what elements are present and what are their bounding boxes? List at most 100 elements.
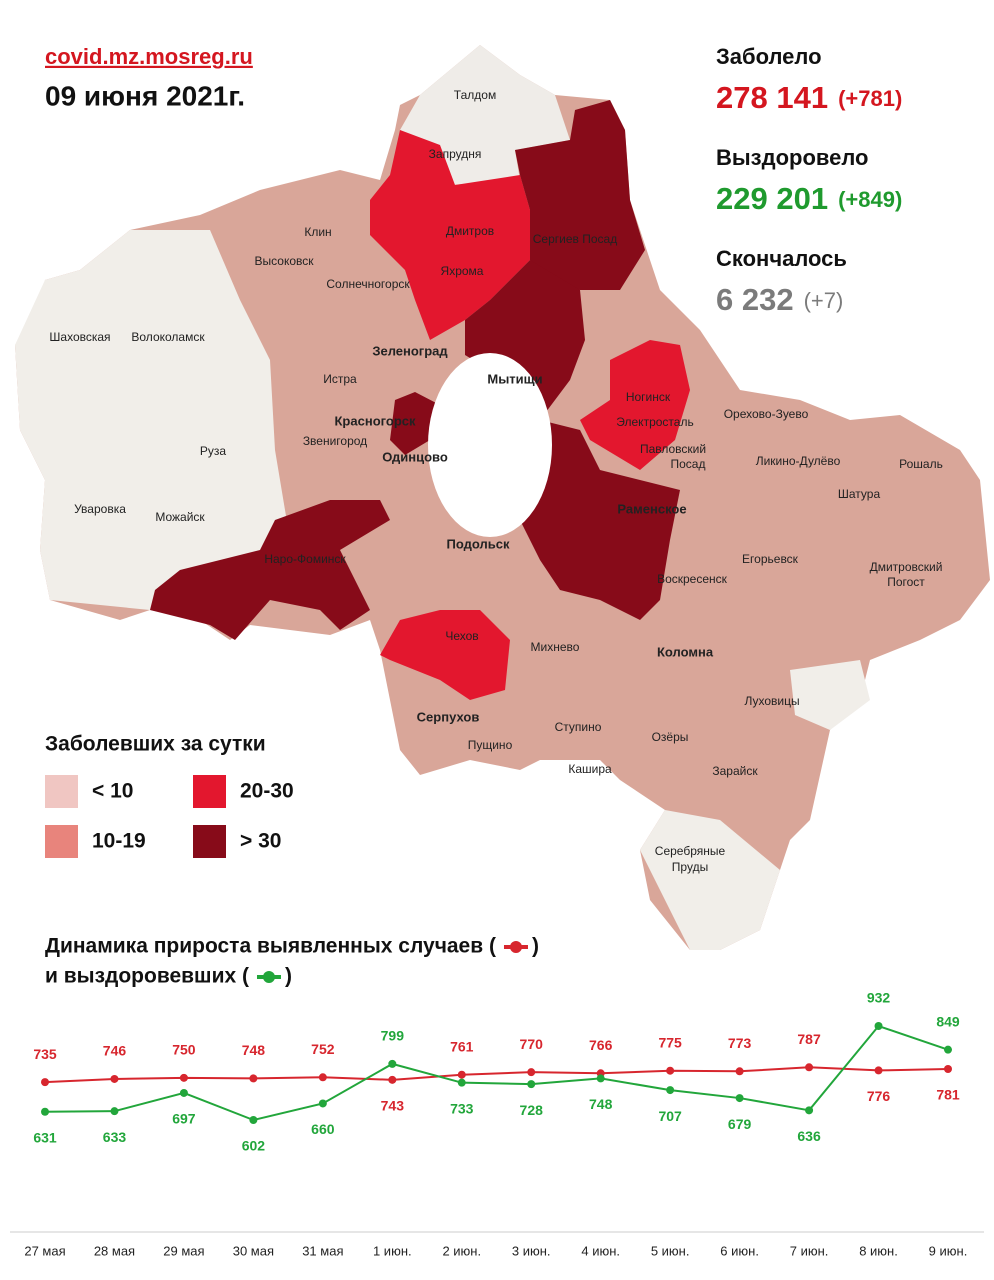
x-tick-label: 8 июн.: [859, 1243, 898, 1258]
data-label: 636: [797, 1128, 821, 1144]
stat-label: Заболело: [716, 44, 822, 69]
stat-label: Выздоровело: [716, 145, 869, 170]
map-label: Егорьевск: [742, 552, 799, 566]
map-label: Погост: [887, 575, 925, 589]
data-label: 728: [520, 1102, 544, 1118]
legend-swatch: [193, 825, 226, 858]
data-label: 775: [658, 1034, 682, 1050]
map-label: Раменское: [617, 501, 686, 516]
region-light: [640, 810, 780, 950]
stat-delta: (+849): [838, 187, 902, 212]
map-label: Ступино: [555, 720, 602, 734]
map-label: Запрудня: [429, 147, 482, 161]
map-label: Ногинск: [626, 390, 671, 404]
point: [388, 1059, 397, 1068]
legend-swatch: [45, 825, 78, 858]
data-label: 776: [867, 1088, 891, 1104]
map-label: Зеленоград: [372, 343, 448, 358]
map-label: Волоколамск: [131, 330, 205, 344]
data-label: 752: [311, 1041, 335, 1057]
region-red: [580, 340, 690, 470]
region-light: [15, 230, 290, 610]
data-label: 750: [172, 1042, 196, 1058]
data-label: 733: [450, 1100, 474, 1116]
data-label: 631: [33, 1129, 57, 1145]
x-tick-label: 27 мая: [24, 1243, 65, 1258]
point: [41, 1078, 49, 1087]
point: [874, 1022, 883, 1030]
data-label: 746: [103, 1043, 127, 1059]
map-label: Истра: [323, 372, 357, 386]
point: [805, 1063, 814, 1072]
stat-label: Скончалось: [716, 246, 847, 271]
map-label: Наро-Фоминск: [264, 552, 346, 566]
region-light: [790, 660, 870, 730]
point: [874, 1066, 883, 1075]
point: [666, 1066, 675, 1075]
map-label: Серпухов: [417, 709, 480, 724]
x-tick-label: 4 июн.: [581, 1243, 620, 1258]
x-tick-label: 30 мая: [233, 1243, 274, 1258]
x-tick-label: 31 мая: [302, 1243, 343, 1258]
region-dark: [490, 420, 680, 620]
map-label: Михнево: [531, 640, 580, 654]
x-tick-label: 3 июн.: [512, 1243, 551, 1258]
map-label: Орехово-Зуево: [724, 407, 809, 421]
map-label: Рошаль: [899, 457, 943, 471]
series-line: [44, 1066, 949, 1084]
map-label: Павловский: [640, 442, 706, 456]
stat-value-line: 6 232 (+7): [716, 282, 843, 317]
legend-title: Заболевших за сутки: [45, 733, 266, 756]
map-label: Ликино-Дулёво: [756, 454, 841, 468]
point: [388, 1075, 397, 1084]
map-label: Серебряные: [655, 844, 726, 858]
x-tick-label: 29 мая: [163, 1243, 204, 1258]
point: [179, 1088, 188, 1097]
data-label: 679: [728, 1116, 752, 1132]
point: [457, 1070, 466, 1079]
map-label: Можайск: [155, 510, 205, 524]
map-label: Уваровка: [74, 502, 126, 516]
point: [249, 1074, 258, 1083]
point: [666, 1086, 675, 1095]
x-tick-label: 9 июн.: [929, 1243, 968, 1258]
map-label: Подольск: [447, 536, 510, 551]
map-label: Сергиев Посад: [533, 232, 617, 246]
legend-swatch: [45, 775, 78, 808]
region-light: [400, 45, 570, 185]
x-tick-label: 6 июн.: [720, 1243, 759, 1258]
series-line: [44, 1024, 949, 1122]
map-label: Озёры: [652, 730, 689, 744]
point: [249, 1116, 258, 1124]
region-dark: [390, 392, 440, 455]
data-label: 735: [33, 1046, 57, 1062]
map-label: Воскресенск: [657, 572, 728, 586]
moscow: [428, 353, 552, 537]
data-label: 707: [658, 1108, 682, 1124]
stat-delta: (+781): [838, 86, 902, 111]
site-link: covid.mz.mosreg.ru: [45, 44, 253, 69]
stat-value: 229 201: [716, 181, 828, 216]
data-label: 766: [589, 1037, 613, 1053]
map-label: Пущино: [468, 738, 513, 752]
point: [735, 1067, 744, 1076]
map-label: Одинцово: [382, 449, 448, 464]
map-label: Высоковск: [255, 254, 315, 268]
point: [944, 1045, 952, 1054]
data-label: 932: [867, 990, 891, 1006]
point: [527, 1080, 536, 1089]
data-label: 697: [172, 1111, 196, 1127]
map-label: Посад: [671, 457, 706, 471]
date: 09 июня 2021г.: [45, 80, 245, 111]
map-label: Клин: [304, 225, 331, 239]
data-label: 748: [589, 1096, 613, 1112]
map-label: Красногорск: [335, 413, 416, 428]
point: [527, 1068, 536, 1077]
data-label: 743: [381, 1098, 405, 1114]
point: [457, 1078, 466, 1087]
point: [735, 1094, 744, 1103]
region-red: [380, 610, 510, 700]
map-label: Коломна: [657, 644, 714, 659]
data-label: 748: [242, 1042, 266, 1058]
